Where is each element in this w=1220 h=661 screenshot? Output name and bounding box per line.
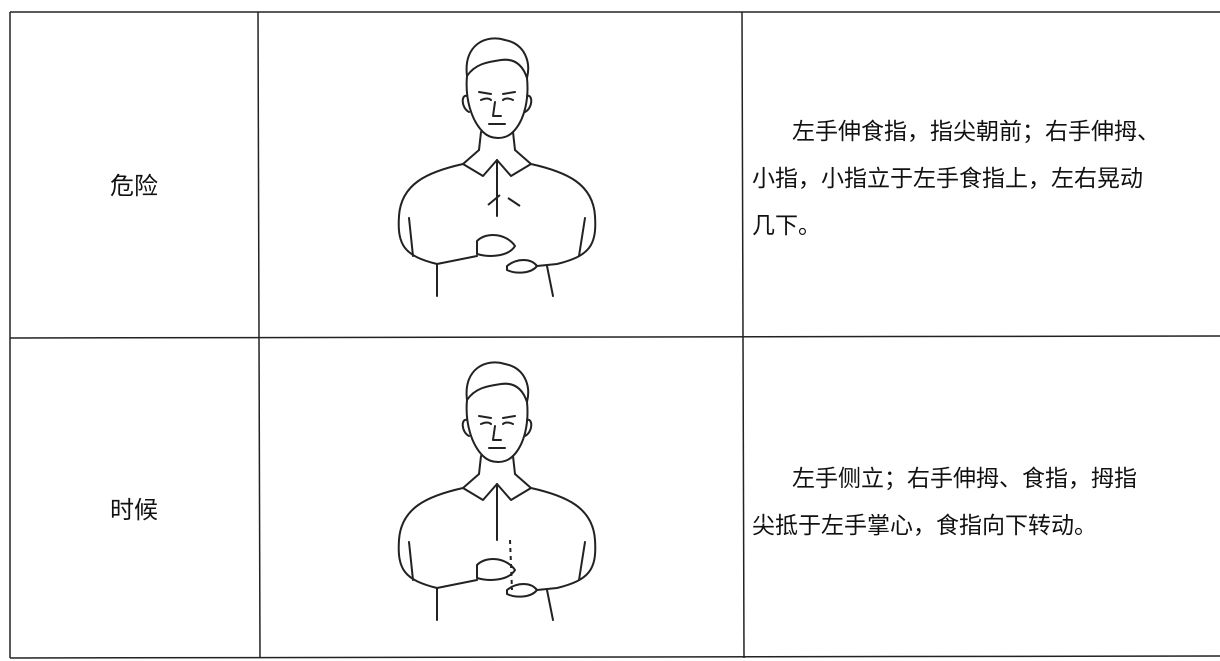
motion-arrow [509,539,513,591]
description-line: 小指，小指立于左手食指上，左右晃动 [752,166,1143,192]
description-line: 左手侧立；右手伸拇、食指，拇指 [792,466,1137,492]
motion-arrow [487,194,521,207]
sign-word: 危险 [110,172,158,200]
description-line: 尖抵于左手掌心，食指向下转动。 [752,513,1097,539]
sign-word: 时候 [110,496,158,524]
description-line: 几下。 [752,213,821,239]
sign-description: 左手伸食指，指尖朝前；右手伸拇、 小指，小指立于左手食指上，左右晃动 几下。 [752,109,1220,250]
description-line: 左手伸食指，指尖朝前；右手伸拇、 [792,119,1160,145]
illustration [397,361,597,621]
illustration [397,37,597,297]
sign-description: 左手侧立；右手伸拇、食指，拇指 尖抵于左手掌心，食指向下转动。 [752,456,1220,550]
